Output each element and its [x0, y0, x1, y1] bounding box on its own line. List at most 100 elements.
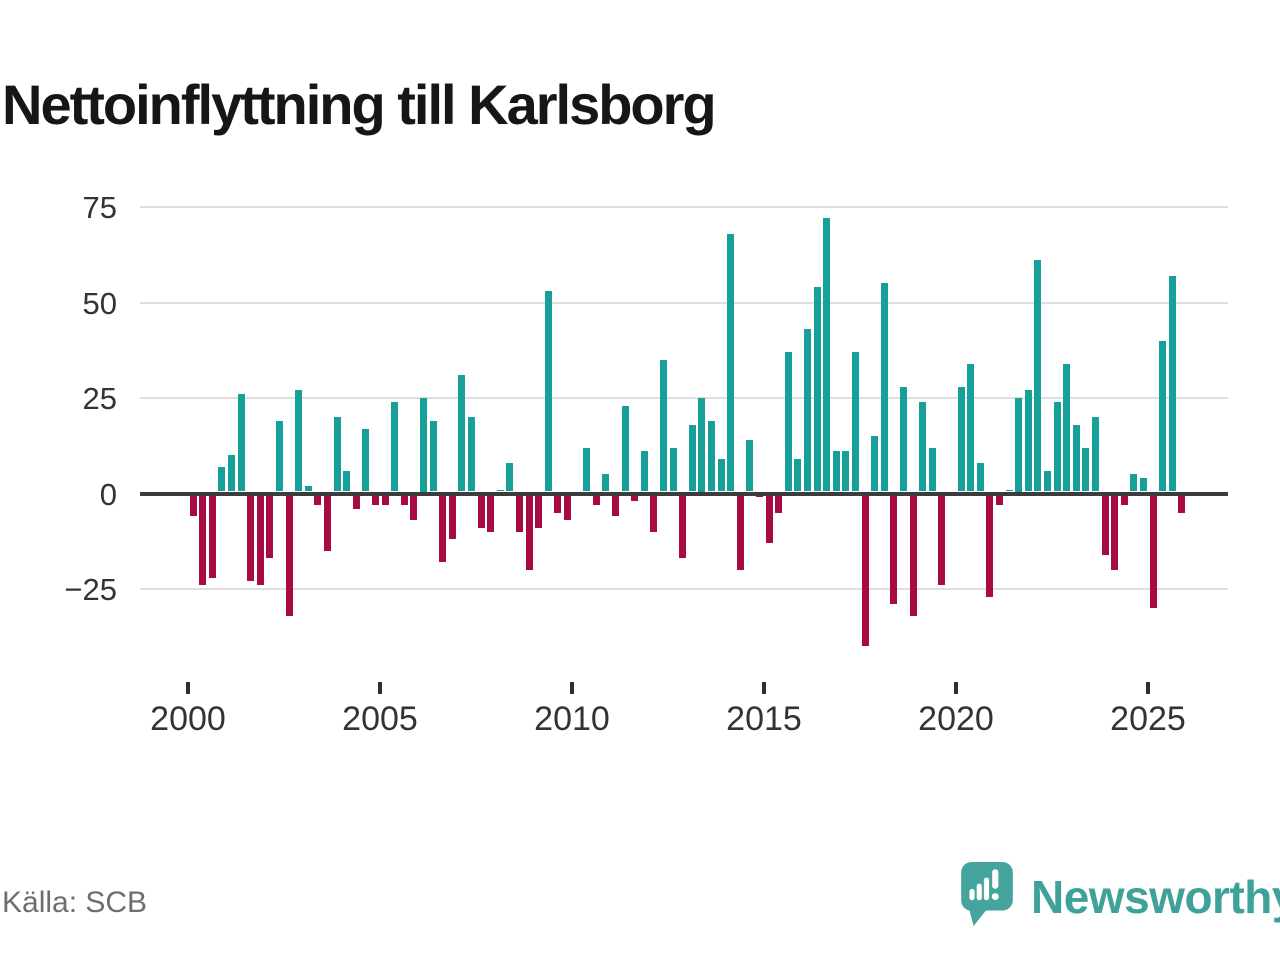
bar-2011-q1: [611, 495, 619, 517]
bar-2001-q4: [256, 495, 264, 586]
bar-2018-q4: [909, 495, 917, 616]
x-axis-tick-2020: [954, 682, 958, 694]
bar-2010-q3: [592, 495, 600, 505]
bar-2002-q1: [266, 495, 274, 559]
gridline-75: [140, 206, 1228, 208]
bar-2021-q4: [1024, 390, 1032, 492]
bar-2012-q2: [659, 359, 667, 492]
zero-axis-line: [140, 491, 1228, 496]
bar-2025-q4: [1178, 495, 1186, 513]
bar-2013-q3: [707, 420, 715, 492]
bar-2008-q3: [515, 495, 523, 532]
bar-2005-q1: [381, 495, 389, 505]
bar-2014-q2: [736, 495, 744, 570]
bar-2022-q3: [1053, 401, 1061, 492]
bar-2005-q4: [410, 495, 418, 521]
bar-2025-q2: [1159, 340, 1167, 492]
bar-2024-q2: [1120, 495, 1128, 505]
bar-2012-q1: [650, 495, 658, 532]
bar-2018-q1: [880, 283, 888, 492]
bar-2012-q3: [669, 447, 677, 492]
bar-2002-q3: [285, 495, 293, 616]
bar-2016-q4: [832, 451, 840, 492]
bar-2019-q3: [938, 495, 946, 586]
bar-2011-q2: [621, 405, 629, 492]
bar-2006-q4: [448, 495, 456, 540]
bar-2016-q3: [823, 218, 831, 492]
bar-2004-q1: [343, 470, 351, 492]
bar-2017-q2: [851, 352, 859, 492]
bar-2019-q1: [919, 401, 927, 492]
x-axis-tick-2010: [570, 682, 574, 694]
bar-2011-q3: [631, 495, 639, 502]
bar-2022-q2: [1043, 470, 1051, 492]
bar-2021-q3: [1015, 398, 1023, 492]
bar-2023-q1: [1072, 424, 1080, 492]
x-axis-label-2020: 2020: [918, 700, 994, 738]
bar-2022-q4: [1063, 363, 1071, 492]
bar-2015-q4: [794, 459, 802, 492]
bar-2002-q2: [275, 420, 283, 492]
bar-2007-q1: [458, 375, 466, 492]
bar-2025-q1: [1149, 495, 1157, 609]
x-axis-label-2005: 2005: [342, 700, 418, 738]
x-axis-tick-2005: [378, 682, 382, 694]
bar-2003-q1: [304, 485, 312, 492]
bar-2004-q2: [352, 495, 360, 509]
bar-2015-q3: [784, 352, 792, 492]
bar-2014-q1: [727, 233, 735, 492]
chart-title: Nettoinflyttning till Karlsborg: [2, 72, 717, 136]
bar-2018-q3: [899, 386, 907, 492]
bar-2024-q4: [1139, 478, 1147, 492]
bar-2019-q2: [928, 447, 936, 492]
bar-2016-q2: [813, 287, 821, 492]
bar-2000-q4: [218, 466, 226, 492]
brand-logo: Newsworthy: [961, 862, 1280, 926]
bar-2003-q2: [314, 495, 322, 505]
bar-2024-q1: [1111, 495, 1119, 570]
bar-2005-q2: [391, 401, 399, 492]
bar-2012-q4: [679, 495, 687, 559]
bar-2013-q1: [688, 424, 696, 492]
bar-2023-q3: [1091, 417, 1099, 492]
bar-2007-q4: [487, 495, 495, 532]
y-axis-label-50: 50: [82, 285, 117, 321]
bar-2008-q1: [496, 489, 504, 492]
bar-2010-q4: [602, 474, 610, 492]
bar-2000-q2: [199, 495, 207, 586]
bar-2009-q3: [554, 495, 562, 513]
bar-2016-q1: [803, 329, 811, 492]
bar-2017-q4: [871, 436, 879, 492]
brand-name: Newsworthy: [1031, 871, 1280, 923]
bar-2017-q3: [861, 495, 869, 647]
source-note: Källa: SCB: [2, 886, 148, 919]
y-axis-label-−25: −25: [64, 572, 117, 607]
bar-2020-q2: [967, 363, 975, 492]
bar-2020-q1: [957, 386, 965, 492]
bar-2023-q4: [1101, 495, 1109, 555]
bar-2007-q2: [467, 417, 475, 492]
x-axis-label-2000: 2000: [150, 700, 226, 738]
bar-2000-q1: [189, 495, 197, 517]
gridline-50: [140, 301, 1228, 304]
bar-2011-q4: [640, 451, 648, 492]
bar-2009-q4: [563, 495, 571, 521]
bar-2003-q3: [323, 495, 331, 551]
bar-2004-q4: [371, 495, 379, 505]
bar-2006-q3: [439, 495, 447, 563]
x-axis-tick-2025: [1146, 682, 1150, 694]
newsworthy-pin-barchart-icon: [961, 862, 1013, 926]
bar-2006-q2: [429, 420, 437, 492]
bar-2007-q3: [477, 495, 485, 528]
y-axis-label-0: 0: [99, 476, 117, 512]
x-axis-tick-2000: [186, 682, 190, 694]
bar-2020-q4: [986, 495, 994, 597]
bar-2001-q2: [237, 394, 245, 492]
bar-2001-q3: [247, 495, 255, 582]
bar-2009-q1: [535, 495, 543, 528]
bar-2005-q3: [400, 495, 408, 505]
bar-2015-q2: [775, 495, 783, 513]
gridline-25: [140, 397, 1228, 399]
